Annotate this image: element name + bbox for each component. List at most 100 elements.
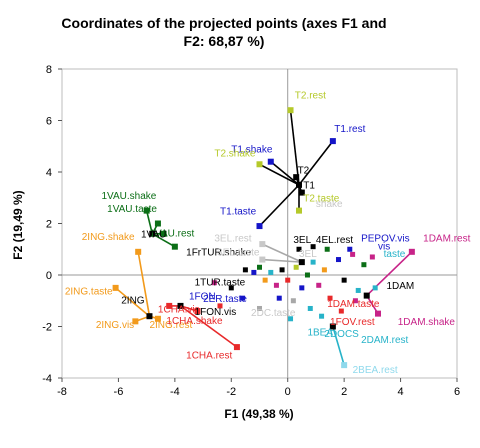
cloud-point	[262, 277, 268, 283]
cloud-point	[296, 246, 302, 252]
point-label: T2.shake	[214, 149, 256, 160]
cloud-point	[217, 303, 223, 309]
cloud-point	[240, 295, 246, 301]
cloud-point	[352, 298, 358, 304]
point-label: 1VAU	[141, 230, 166, 241]
point-label: 2BEA.rest	[353, 365, 398, 376]
y-tick-label: -4	[42, 373, 52, 385]
point-label: 1FON	[189, 291, 216, 302]
cloud-point	[279, 267, 285, 273]
point-label: 2ER.taste	[203, 294, 247, 305]
cloud-point	[316, 282, 322, 288]
cloud-point	[273, 282, 279, 288]
group-center-point	[296, 181, 302, 188]
point-label: 2DOCS	[324, 329, 359, 340]
x-tick-label: 2	[341, 386, 347, 398]
point-label: 2ING.rest	[149, 320, 192, 331]
cloud-point	[369, 254, 375, 260]
point-label: 1CHA.rest	[186, 351, 232, 362]
data-point	[143, 207, 150, 214]
data-point	[293, 174, 300, 181]
cloud-point	[211, 280, 217, 286]
x-tick-label: -4	[170, 386, 180, 398]
y-axis-label: F2 (19,49 %)	[11, 190, 25, 259]
cloud-point	[338, 308, 344, 314]
connector-lines	[115, 110, 413, 366]
cloud-point	[304, 272, 310, 278]
x-tick-label: -6	[114, 386, 124, 398]
data-point	[154, 315, 161, 322]
cloud-point	[310, 259, 316, 265]
point-label: 2DC.taste	[251, 308, 296, 319]
y-tick-label: 0	[46, 270, 52, 282]
cloud-point	[347, 246, 353, 252]
connector-line	[366, 295, 379, 315]
x-tick-label: 0	[285, 386, 291, 398]
data-point	[298, 189, 305, 196]
point-label: 3EL	[299, 249, 317, 260]
data-point	[256, 223, 263, 230]
connector-line	[332, 326, 345, 366]
connector-line	[262, 258, 302, 263]
point-label: 2ING.vis	[96, 320, 134, 331]
data-point	[296, 207, 302, 214]
cloud-point	[268, 269, 274, 275]
x-tick-label: -8	[57, 386, 67, 398]
y-tick-label: 8	[46, 64, 52, 76]
point-label: 3EL	[293, 235, 311, 246]
point-label: 1CHA.vis	[158, 304, 200, 315]
data-point	[408, 248, 415, 255]
point-label: 1FON.vis	[195, 307, 237, 318]
x-axis-label: F1 (49,38 %)	[224, 407, 293, 421]
point-label: T1.rest	[334, 124, 365, 135]
point-label: 1VAU.rest	[149, 228, 194, 239]
data-point	[166, 302, 173, 309]
cloud-point	[251, 269, 257, 275]
connector-line	[259, 163, 300, 186]
point-label: 2DAM.rest	[361, 335, 408, 346]
cloud-point	[321, 267, 327, 273]
cloud-point	[290, 298, 296, 304]
cloud-point	[299, 285, 305, 291]
y-tick-label: -2	[42, 322, 52, 334]
point-label: 1BEA	[307, 328, 333, 339]
point-label: T2.taste	[303, 194, 340, 205]
point-label: T1.taste	[220, 206, 257, 217]
data-point	[259, 256, 266, 263]
point-label: 4EL.rest	[316, 235, 353, 246]
point-label: taste	[384, 249, 406, 260]
data-point	[341, 362, 348, 369]
cloud-point	[355, 287, 361, 293]
data-point	[267, 158, 274, 165]
data-points	[112, 107, 415, 369]
cloud-point	[350, 251, 356, 257]
cloud-point	[257, 264, 262, 270]
data-point	[132, 318, 139, 325]
cloud-point	[288, 316, 294, 322]
cloud-point	[293, 264, 299, 270]
connector-line	[298, 140, 334, 186]
cloud-point	[372, 285, 378, 291]
x-tick-label: 6	[454, 386, 460, 398]
point-label: 1VAU.taste	[107, 204, 157, 215]
point-label: T2.rest	[295, 91, 326, 102]
point-label: 1DAM	[386, 281, 414, 292]
x-tick-label: 4	[398, 386, 404, 398]
cloud-point	[324, 246, 330, 252]
x-tick-label: -2	[226, 386, 236, 398]
axes: -8 -6 -4 -2 0 2 4 6 -4 -2 0 2 4 6 8	[42, 64, 460, 398]
point-label: 2ING	[121, 295, 145, 306]
y-tick-label: 4	[46, 167, 52, 179]
data-point	[259, 241, 266, 248]
connector-line	[151, 233, 176, 248]
point-label: 1CHA.shake	[166, 316, 223, 327]
point-label: T1	[303, 181, 315, 192]
cloud-point	[285, 277, 291, 283]
point-label: T1.shake	[231, 145, 273, 156]
point-label: 1DAM.rest	[423, 234, 470, 245]
connector-line	[137, 251, 151, 317]
point-label: T2	[298, 165, 310, 176]
y-tick-label: 6	[46, 116, 52, 128]
point-label: 2ING.taste	[65, 286, 113, 297]
